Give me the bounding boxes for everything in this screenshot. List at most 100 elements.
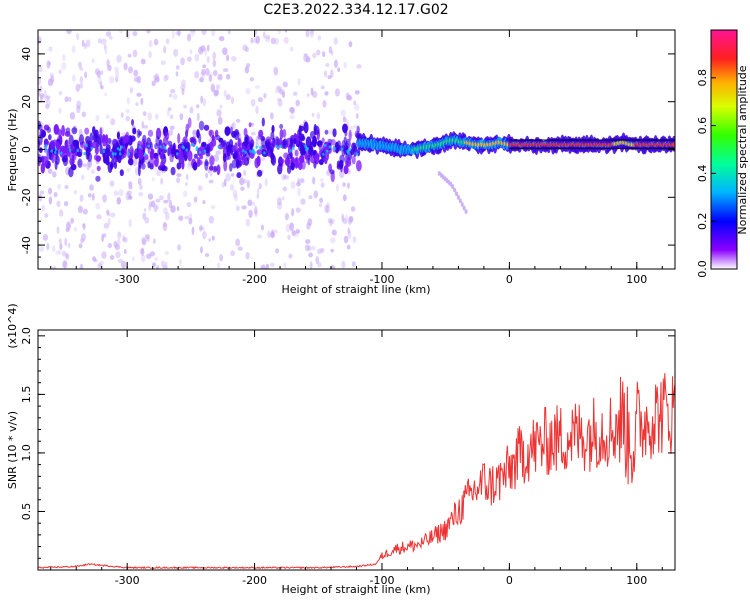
band-peak-cell <box>252 148 255 152</box>
noise-cell <box>260 224 264 231</box>
noise-cell <box>64 96 69 103</box>
noise-cell <box>127 53 132 58</box>
noise-cell <box>169 114 174 120</box>
y-tick-label: -20 <box>20 188 33 206</box>
noise-cell <box>160 177 163 185</box>
noise-cell <box>255 105 259 115</box>
noise-cell <box>59 243 63 250</box>
band-cell <box>87 152 93 163</box>
noise-cell <box>305 56 311 63</box>
band-cell <box>53 123 60 135</box>
noise-cell <box>105 31 112 37</box>
band-cell <box>299 141 304 148</box>
noise-cell <box>142 111 147 117</box>
band-cell <box>192 161 198 171</box>
band-cell <box>286 157 290 167</box>
noise-cell <box>107 212 111 217</box>
colorbar-tick-label: 0.4 <box>696 165 709 183</box>
noise-cell <box>287 234 291 241</box>
noise-cell <box>210 83 216 93</box>
noise-cell <box>113 66 120 72</box>
noise-cell <box>153 38 159 46</box>
noise-cell <box>346 94 352 101</box>
noise-cell <box>309 30 315 35</box>
noise-cell <box>152 238 156 245</box>
band-cell <box>154 142 159 150</box>
band-cell <box>167 140 173 147</box>
noise-cell <box>104 50 108 55</box>
band-cell <box>68 167 74 178</box>
noise-cell <box>178 215 184 221</box>
noise-cell <box>282 186 288 192</box>
noise-cell <box>146 30 151 34</box>
noise-cell <box>163 199 169 204</box>
noise-cell <box>198 224 203 232</box>
noise-cell <box>123 62 128 71</box>
noise-cell <box>241 205 247 210</box>
band-cell <box>61 125 65 137</box>
noise-cell <box>254 85 260 89</box>
noise-cell <box>176 177 181 184</box>
noise-cell <box>265 34 271 40</box>
noise-cell <box>205 172 209 179</box>
noise-cell <box>284 30 288 33</box>
noise-cell <box>206 55 210 64</box>
colorbar-tick-label: 0.6 <box>696 117 709 135</box>
band-cell <box>119 169 124 177</box>
noise-cell <box>164 250 169 256</box>
noise-cell <box>227 30 231 35</box>
noise-cell <box>65 253 69 259</box>
noise-cell <box>46 242 50 251</box>
noise-cell <box>179 259 182 266</box>
noise-cell <box>103 222 110 229</box>
noise-cell <box>292 91 298 96</box>
noise-cell <box>237 246 243 251</box>
colorbar-label: Normalized spectral amplitude <box>736 65 749 234</box>
noise-cell <box>183 104 188 109</box>
band-cell <box>286 154 293 160</box>
tail-cell <box>464 209 468 215</box>
noise-cell <box>177 30 181 37</box>
noise-cell <box>184 215 190 220</box>
y-tick-label: 20 <box>20 95 33 109</box>
noise-cell <box>212 51 217 61</box>
noise-cell <box>163 74 168 82</box>
band-cell <box>208 165 214 171</box>
noise-cell <box>140 248 145 257</box>
band-peak-cell <box>289 149 292 153</box>
band-cell <box>238 142 244 149</box>
colorbar-tick-label: 0.2 <box>696 212 709 230</box>
noise-cell <box>261 157 266 161</box>
snr-panel: -300 -200 -100 0 100 0.5 1.0 1.5 2.0 Height of s… <box>6 303 676 596</box>
noise-cell <box>108 76 115 84</box>
band-peak-cell <box>275 144 278 149</box>
band-cell <box>211 138 217 147</box>
x-tick-label: -200 <box>242 273 267 286</box>
noise-cell <box>351 261 356 267</box>
noise-cell <box>305 239 311 244</box>
noise-cell <box>94 68 101 76</box>
noise-cell <box>79 76 84 84</box>
band-cell <box>147 129 154 137</box>
noise-cell <box>89 184 94 191</box>
noise-cell <box>41 204 45 212</box>
band-cell <box>214 134 221 141</box>
noise-cell <box>81 39 85 48</box>
noise-cell <box>208 72 214 77</box>
noise-cell <box>177 244 182 251</box>
snr-y-multiplier: (x10^4) <box>6 303 19 348</box>
noise-cell <box>185 174 189 181</box>
noise-cell <box>200 246 203 254</box>
noise-cell <box>344 214 348 224</box>
noise-cell <box>255 35 261 44</box>
band-cell <box>160 161 165 168</box>
noise-cell <box>73 190 78 195</box>
noise-cell <box>82 222 86 231</box>
noise-cell <box>313 190 319 199</box>
noise-cell <box>245 218 251 227</box>
noise-cell <box>283 262 287 268</box>
noise-cell <box>131 256 135 262</box>
noise-cell <box>109 255 115 260</box>
noise-cell <box>156 169 162 177</box>
noise-cell <box>79 194 84 202</box>
